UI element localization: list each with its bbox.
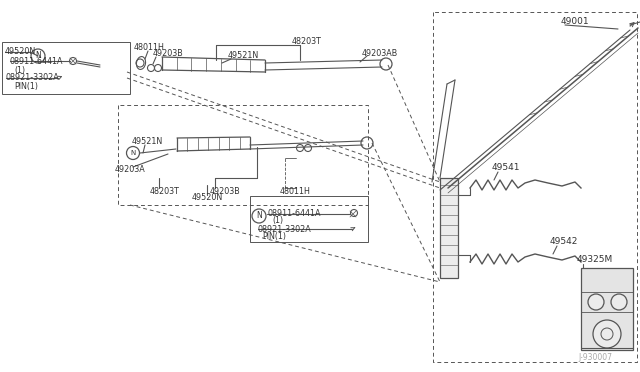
Text: 49542: 49542 [550,237,579,247]
Circle shape [611,294,627,310]
Text: 49001: 49001 [561,17,589,26]
Text: 48203T: 48203T [292,36,322,45]
Circle shape [593,320,621,348]
Text: N: N [35,51,41,61]
Text: J-930007: J-930007 [578,353,612,362]
Text: 08921-3302A: 08921-3302A [6,74,60,83]
Text: N: N [256,212,262,221]
Text: 49325M: 49325M [577,256,613,264]
Text: 08911-6441A: 08911-6441A [267,208,321,218]
Text: PIN(1): PIN(1) [262,232,286,241]
Bar [581,268,633,350]
Bar [250,196,368,242]
Text: 48203T: 48203T [150,186,180,196]
Text: 49203A: 49203A [115,166,146,174]
Text: (1): (1) [14,65,25,74]
Text: 49203B: 49203B [210,186,241,196]
Text: 48011H: 48011H [134,42,165,51]
Text: N: N [131,150,136,156]
Bar [2,42,130,94]
Text: 49521N: 49521N [228,51,259,61]
Text: 49520N: 49520N [5,48,36,57]
Text: 48011H: 48011H [280,186,311,196]
Text: PIN(1): PIN(1) [14,81,38,90]
Text: 08911-6441A: 08911-6441A [10,57,63,65]
Text: 49520N: 49520N [192,193,223,202]
Circle shape [588,294,604,310]
Text: 49203AB: 49203AB [362,48,398,58]
Text: 49541: 49541 [492,164,520,173]
Bar [440,178,458,278]
Text: 08921-3302A: 08921-3302A [257,224,311,234]
Text: 49203B: 49203B [153,49,184,58]
Text: (1): (1) [272,217,283,225]
Text: 49521N: 49521N [132,138,163,147]
